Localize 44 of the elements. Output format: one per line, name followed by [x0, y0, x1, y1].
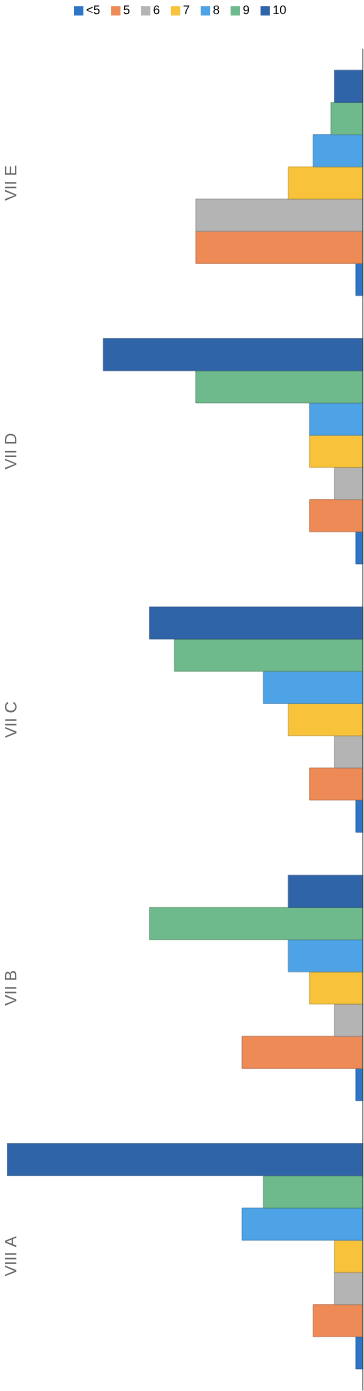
bar	[195, 230, 364, 264]
bar	[309, 402, 364, 436]
y-tick-label: VIII A	[5, 1236, 17, 1277]
legend-label: 6	[153, 5, 160, 15]
bar	[355, 1336, 364, 1370]
bar	[309, 499, 364, 533]
y-tick-label: VII D	[5, 433, 17, 470]
legend-label: <5	[86, 5, 100, 15]
bar	[174, 638, 364, 672]
bar	[288, 874, 364, 908]
bar	[288, 939, 364, 973]
bar	[355, 531, 364, 565]
legend-label: 9	[243, 5, 250, 15]
bar	[195, 370, 364, 404]
legend-label: 7	[183, 5, 190, 15]
bar	[241, 1207, 364, 1241]
bar	[334, 69, 364, 103]
bar	[309, 767, 364, 801]
bar	[334, 1003, 364, 1037]
bar	[309, 434, 364, 468]
bar	[288, 166, 364, 200]
bar	[149, 907, 364, 940]
legend-label: 10	[273, 5, 287, 15]
bar	[313, 134, 364, 168]
bar	[241, 1035, 364, 1069]
y-tick-label: VII B	[5, 971, 17, 1006]
bar	[313, 1304, 364, 1338]
y-tick-label: VII E	[5, 165, 17, 201]
legend-label: 5	[123, 5, 130, 15]
bar	[195, 198, 364, 232]
bar	[149, 606, 364, 640]
bar	[334, 467, 364, 500]
bar	[263, 671, 364, 704]
bar	[334, 1239, 364, 1273]
bar	[330, 102, 364, 135]
legend-label: 8	[213, 5, 220, 15]
bar	[263, 1175, 364, 1209]
bar	[288, 703, 364, 736]
bar	[334, 735, 364, 769]
bar	[7, 1143, 364, 1177]
bar	[103, 338, 364, 372]
bar	[334, 1272, 364, 1305]
bar	[309, 971, 364, 1005]
y-tick-label: VII C	[5, 701, 17, 738]
